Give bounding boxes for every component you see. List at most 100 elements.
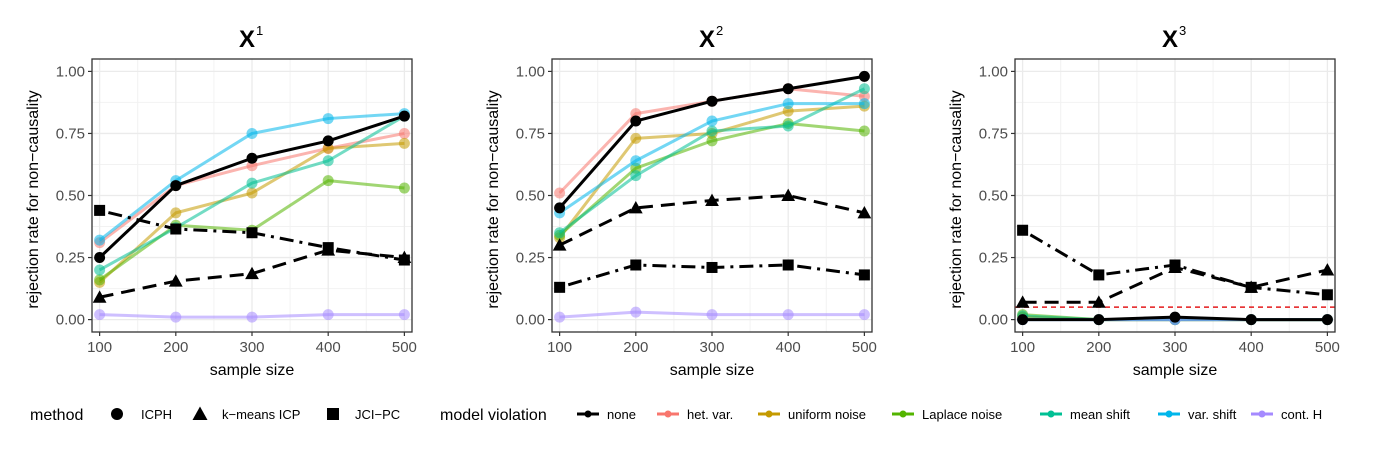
y-tick-label: 1.00 (516, 63, 545, 80)
legend-key-square (327, 408, 339, 420)
data-point (398, 110, 410, 122)
x-tick-label: 500 (392, 339, 417, 356)
series-k-means-icp-none (552, 188, 872, 251)
panel-title-superscript: 3 (1179, 23, 1186, 38)
x-tick-label: 200 (623, 339, 648, 356)
legend-violation-laplace-noise: Laplace noise (892, 407, 1002, 422)
data-point (246, 311, 258, 323)
legend: method ICPH k−means ICP JCI−PC model violati… (30, 406, 1322, 424)
x-tick-label: 300 (1162, 339, 1187, 356)
data-point (782, 83, 794, 95)
data-point (554, 281, 566, 293)
data-point (630, 306, 642, 318)
series-icph-cont-h (554, 306, 870, 323)
series-jci-pc-none (554, 259, 870, 293)
y-tick-label: 0.00 (516, 312, 545, 329)
data-point (170, 311, 182, 323)
data-point (1017, 314, 1029, 326)
series-icph-none (554, 70, 870, 214)
y-axis-title: rejection rate for non−causality (25, 90, 42, 308)
x-tick-label: 300 (699, 339, 724, 356)
data-point (628, 201, 643, 214)
legend-violation-title: model violation (440, 407, 547, 424)
panel-title: X (1162, 26, 1178, 53)
y-tick-label: 0.50 (979, 188, 1008, 205)
x-tick-label: 200 (163, 339, 188, 356)
x-tick-label: 100 (1010, 339, 1035, 356)
data-point (782, 120, 794, 132)
data-point (705, 193, 719, 206)
legend-method-icph: ICPH (111, 407, 172, 422)
legend-method-label: JCI−PC (355, 407, 400, 422)
x-tick-label: 500 (852, 339, 877, 356)
data-point (1245, 281, 1257, 293)
x-axis-title: sample size (1133, 362, 1218, 379)
data-point (94, 204, 106, 216)
data-point (706, 261, 718, 273)
legend-violation-label: het. var. (687, 407, 733, 422)
y-axis-title: rejection rate for non−causality (485, 90, 502, 308)
y-tick-label: 0.75 (56, 125, 85, 142)
y-tick-label: 0.50 (56, 188, 85, 205)
data-point (1320, 263, 1335, 276)
legend-violation-var-shift: var. shift (1158, 407, 1237, 422)
data-point (554, 187, 566, 199)
data-point (322, 175, 334, 187)
panel-title-superscript: 2 (716, 23, 723, 38)
legend-key-point (1047, 410, 1055, 418)
legend-violation-mean-shift: mean shift (1040, 407, 1130, 422)
series-jci-pc-none (94, 204, 410, 266)
legend-key-triangle (192, 406, 208, 420)
data-point (94, 234, 106, 246)
data-point (782, 309, 794, 321)
data-point (706, 135, 718, 147)
data-point (1169, 259, 1181, 271)
data-point (246, 227, 258, 239)
y-tick-label: 1.00 (979, 63, 1008, 80)
data-point (1321, 314, 1333, 326)
y-axis-title: rejection rate for non−causality (948, 90, 965, 308)
data-point (1093, 314, 1105, 326)
data-point (322, 155, 334, 167)
y-tick-label: 1.00 (56, 63, 85, 80)
x-tick-label: 500 (1315, 339, 1340, 356)
panel-title-superscript: 1 (256, 23, 263, 38)
data-point (170, 180, 182, 192)
data-point (630, 155, 642, 167)
data-point (398, 182, 410, 194)
y-tick-label: 0.25 (516, 250, 545, 267)
data-point (706, 309, 718, 321)
legend-violation-het-var: het. var. (657, 407, 733, 422)
data-point (630, 132, 642, 144)
data-point (94, 264, 106, 276)
data-point (554, 227, 566, 239)
panel-2: 0.00 0.25 0.50 0.75 1.00 100 200 300 400 500 sampl… (485, 23, 877, 379)
data-point (782, 259, 794, 271)
data-point (322, 113, 334, 125)
x-tick-label: 100 (547, 339, 572, 356)
y-tick-label: 0.00 (56, 312, 85, 329)
legend-violation-label: none (607, 407, 636, 422)
series-icph-none (94, 110, 410, 264)
panel-1: 0.00 0.25 0.50 0.75 1.00 100 200 300 400 500 sampl… (25, 23, 417, 379)
data-point (858, 125, 870, 137)
data-point (554, 202, 566, 214)
data-point (246, 152, 258, 164)
data-point (857, 205, 872, 219)
y-tick-label: 0.75 (979, 125, 1008, 142)
panel-title: X (239, 26, 255, 53)
data-point (322, 242, 334, 254)
data-point (246, 127, 258, 139)
panel-title: X (699, 26, 715, 53)
legend-violation-label: mean shift (1070, 407, 1130, 422)
data-point (94, 309, 106, 321)
legend-key-point (899, 410, 907, 418)
panel-3: 0.00 0.25 0.50 0.75 1.00 100 200 300 400 500 sampl… (948, 23, 1340, 379)
data-point (706, 125, 718, 137)
data-point (1017, 224, 1029, 236)
data-point (398, 309, 410, 321)
data-point (781, 188, 796, 201)
data-point (552, 238, 567, 251)
data-point (858, 269, 870, 281)
data-point (554, 311, 566, 323)
